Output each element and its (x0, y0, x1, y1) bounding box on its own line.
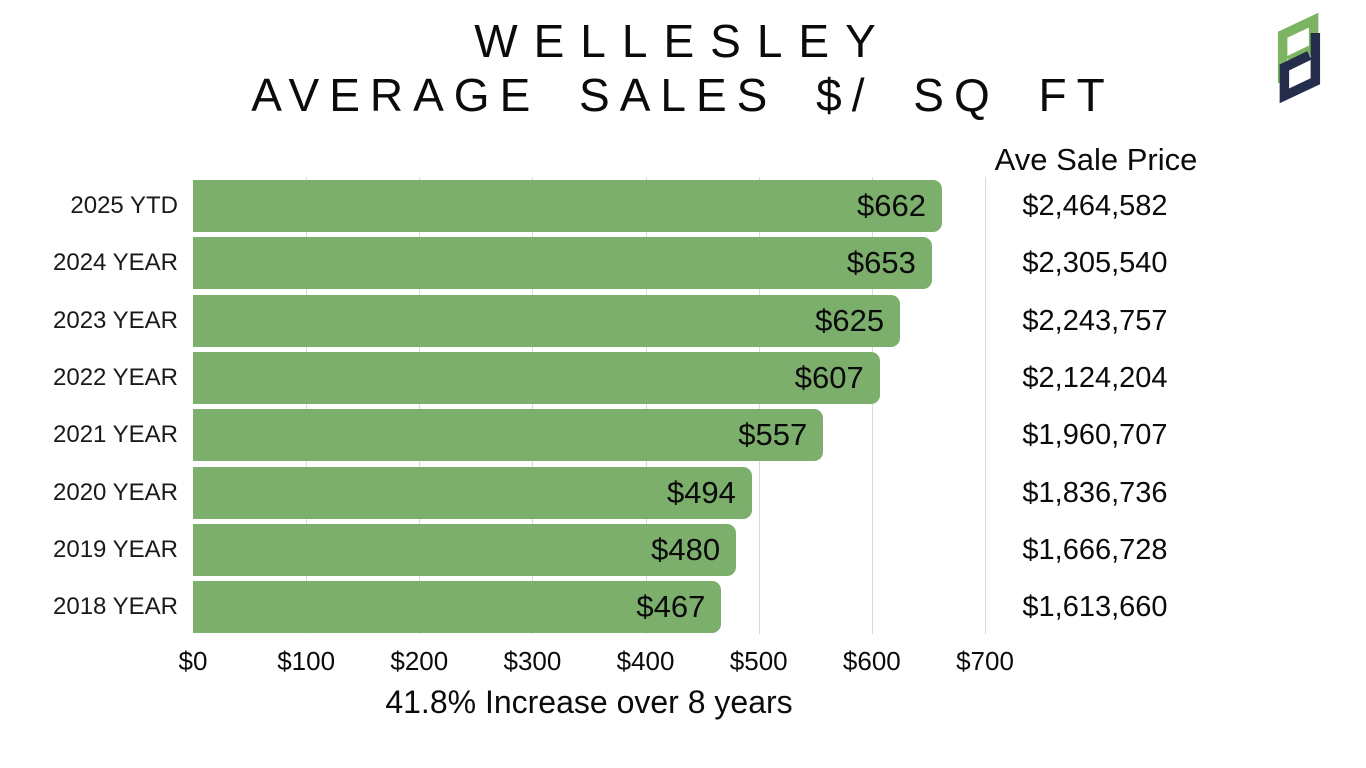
x-tick-label: $500 (729, 646, 788, 676)
ave-sale-price-value: $2,124,204 (1022, 361, 1168, 394)
x-tick-label: $200 (390, 646, 449, 676)
ave-sale-price-value: $2,243,757 (1022, 304, 1168, 337)
bar: $467 (193, 581, 722, 634)
gridline (645, 177, 647, 634)
row-label: 2023 YEAR (53, 306, 178, 334)
ave-sale-price-value: $1,666,728 (1022, 533, 1168, 566)
secondary-column-header: Ave Sale Price (994, 142, 1198, 177)
bar-value-label: $607 (794, 359, 864, 395)
bar-value-label: $653 (846, 245, 916, 281)
bar-value-label: $480 (651, 531, 721, 567)
chart-title-line1: WELLESLEY (474, 15, 892, 67)
row-label: 2018 YEAR (53, 593, 178, 621)
bar: $480 (193, 523, 737, 576)
gridline (532, 177, 534, 634)
gridline (985, 177, 986, 634)
ave-sale-price-value: $1,836,736 (1022, 476, 1168, 509)
bar-value-label: $662 (857, 188, 926, 223)
pd-logo-icon (1277, 12, 1321, 104)
bar: $607 (193, 351, 880, 404)
bar: $494 (193, 466, 752, 519)
bar: $557 (193, 409, 824, 462)
row-label: 2024 YEAR (53, 249, 178, 277)
chart-title: WELLESLEY AVERAGE SALES $/ SQ FT (0, 14, 1366, 123)
x-tick-label: $0 (178, 646, 208, 676)
chart-title-line2: AVERAGE SALES $/ SQ FT (251, 69, 1115, 122)
bar: $653 (193, 237, 932, 290)
row-label: 2021 YEAR (53, 421, 178, 449)
x-tick-label: $700 (956, 646, 1014, 676)
bar: $662 (193, 180, 942, 232)
ave-sale-price-value: $2,305,540 (1022, 247, 1168, 280)
ave-sale-price-value: $1,960,707 (1022, 419, 1168, 452)
x-tick-label: $100 (277, 646, 336, 676)
row-label: 2022 YEAR (53, 363, 178, 391)
ave-sale-price-value: $2,464,582 (1022, 190, 1168, 222)
bar: $625 (193, 294, 901, 347)
gridline (758, 177, 760, 634)
chart-caption: 41.8% Increase over 8 years (385, 684, 793, 720)
row-label: 2020 YEAR (53, 478, 178, 506)
bar-value-label: $467 (636, 589, 706, 625)
gridline (306, 177, 308, 634)
x-tick-label: $400 (616, 646, 675, 676)
ave-sale-price-value: $1,613,660 (1022, 591, 1168, 624)
x-tick-label: $300 (503, 646, 562, 676)
bar-value-label: $494 (666, 474, 736, 510)
row-label: 2019 YEAR (53, 535, 178, 563)
row-label: 2025 YTD (70, 192, 178, 219)
gridline (419, 177, 421, 634)
gridline (871, 177, 873, 634)
bar-value-label: $557 (738, 417, 808, 453)
x-tick-label: $600 (842, 646, 901, 676)
bar-value-label: $625 (815, 302, 885, 338)
